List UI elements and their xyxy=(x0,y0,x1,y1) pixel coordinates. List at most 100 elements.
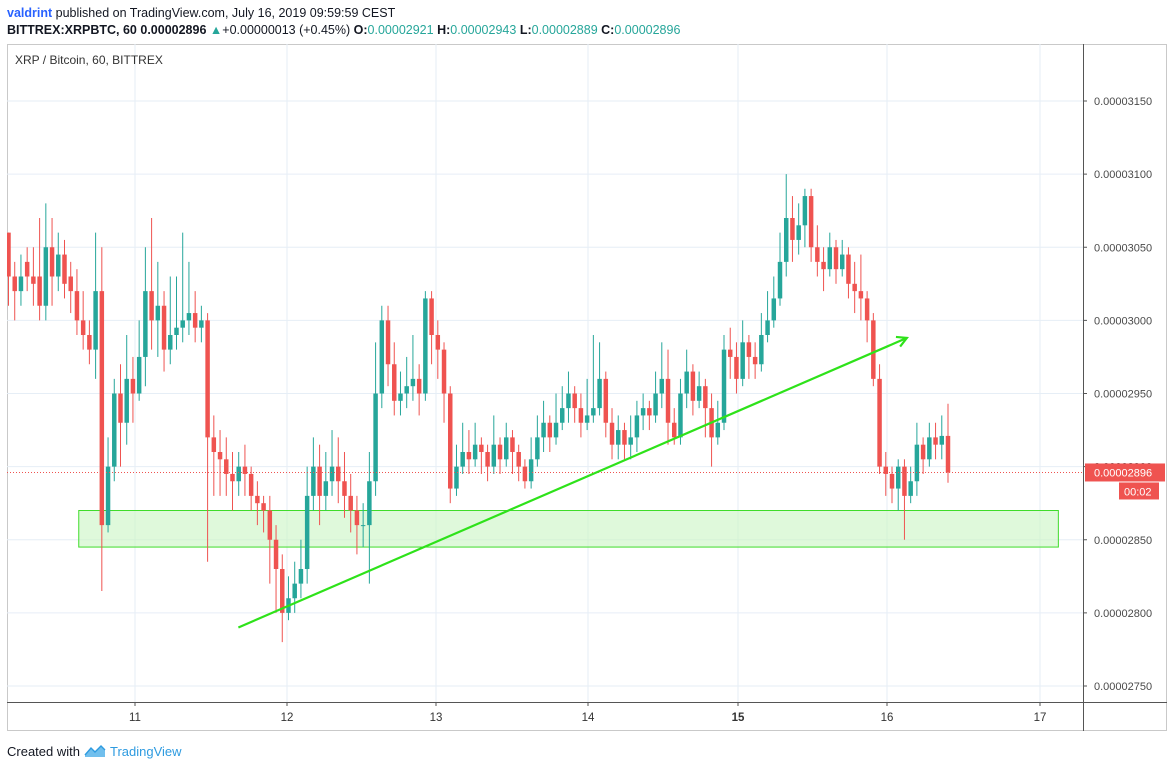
candle-down xyxy=(385,305,391,387)
candle-up xyxy=(180,232,185,343)
candle-down xyxy=(933,422,938,460)
candle-body xyxy=(149,291,154,321)
candle-down xyxy=(622,422,627,460)
candle-body xyxy=(871,320,876,379)
open-label: O: xyxy=(353,23,368,37)
candle-body xyxy=(379,320,385,394)
candle-body xyxy=(659,378,665,394)
candle-body xyxy=(304,495,310,569)
candle-up xyxy=(398,371,403,416)
candle-body xyxy=(230,473,235,482)
candle-body xyxy=(616,430,621,445)
candle-body xyxy=(597,378,602,409)
candle-up xyxy=(56,232,61,292)
candle-down xyxy=(416,364,422,416)
candle-body xyxy=(273,539,279,569)
candle-body xyxy=(460,452,465,467)
candle-body xyxy=(628,437,633,445)
candle-body xyxy=(360,525,366,527)
candle-body xyxy=(68,276,73,292)
y-tick-label: 0.00003100 xyxy=(1094,169,1152,181)
candle-up xyxy=(535,415,540,467)
high-value: 0.00002943 xyxy=(450,23,517,37)
candle-body xyxy=(367,481,372,526)
candle-down xyxy=(665,349,671,445)
candle-up xyxy=(112,378,117,482)
candle-body xyxy=(261,503,266,511)
last-price-tag xyxy=(1085,463,1165,482)
candle-up xyxy=(155,261,161,357)
chart-frame[interactable]: 0.00003150 0.00003100 0.00003050 0.00003000… xyxy=(7,44,1167,731)
candle-body xyxy=(572,393,577,409)
candle-down xyxy=(877,364,882,474)
candle-down xyxy=(858,254,864,321)
candle-up xyxy=(136,320,142,401)
candle-body xyxy=(734,356,739,379)
candle-body xyxy=(765,320,770,335)
candle-up xyxy=(360,503,366,548)
candle-body xyxy=(93,291,98,350)
candle-body xyxy=(105,466,111,526)
candle-up xyxy=(715,400,721,445)
candle-up xyxy=(771,276,777,328)
candle-down xyxy=(12,261,17,321)
candle-body xyxy=(404,386,409,394)
candle-body xyxy=(466,452,472,460)
candles xyxy=(7,174,951,643)
candle-body xyxy=(752,356,758,365)
candle-body xyxy=(759,335,764,365)
candle-body xyxy=(497,444,503,460)
footer: Created with TradingView xyxy=(7,741,182,761)
candle-down xyxy=(435,320,441,379)
candle-body xyxy=(553,422,559,438)
candle-up xyxy=(143,247,148,387)
candle-body xyxy=(560,408,565,423)
candle-up xyxy=(454,444,459,496)
candle-body xyxy=(112,393,117,467)
candle-body xyxy=(846,254,851,284)
candle-up xyxy=(460,422,465,474)
candle-down xyxy=(578,393,584,438)
tradingview-logo-icon[interactable] xyxy=(84,744,106,758)
candle-up xyxy=(236,452,241,496)
ohlc-legend: BITTREX:XRPBTC, 60 0.00002896 ▲+0.000000… xyxy=(7,23,680,37)
candle-down xyxy=(317,444,322,526)
publish-info: valdrint published on TradingView.com, J… xyxy=(7,6,395,20)
tradingview-brand[interactable]: TradingView xyxy=(109,743,182,759)
candle-down xyxy=(342,452,347,518)
candle-down xyxy=(547,415,553,452)
candle-body xyxy=(895,466,901,489)
candle-body xyxy=(74,291,80,321)
candle-body xyxy=(491,444,497,467)
candle-body xyxy=(858,291,864,299)
candle-down xyxy=(130,356,136,423)
candle-body xyxy=(727,349,733,357)
candle-up xyxy=(895,459,901,511)
candle-down xyxy=(790,196,795,262)
candle-up xyxy=(678,378,683,445)
candle-down xyxy=(24,247,30,292)
candle-body xyxy=(927,437,932,460)
author-name[interactable]: valdrint xyxy=(7,6,53,20)
candle-body xyxy=(883,466,889,474)
candle-down xyxy=(62,239,67,299)
candle-up xyxy=(802,188,808,248)
candle-down xyxy=(479,437,484,474)
candlestick-chart[interactable]: 0.00003150 0.00003100 0.00003050 0.00003000… xyxy=(7,44,1167,731)
x-tick-label: 12 xyxy=(281,712,294,724)
published-text: published on TradingView.com, July 16, 2… xyxy=(55,6,396,20)
candle-body xyxy=(280,569,285,613)
drawings xyxy=(7,335,1083,629)
candle-body xyxy=(311,466,316,496)
candle-up xyxy=(634,400,640,452)
y-tick-label: 0.00002800 xyxy=(1094,608,1152,620)
candle-body xyxy=(168,335,173,350)
candle-body xyxy=(920,444,926,460)
countdown-tag xyxy=(1119,482,1159,500)
close-value: 0.00002896 xyxy=(614,23,681,37)
candle-up xyxy=(410,335,416,401)
candle-body xyxy=(852,283,857,292)
candle-body xyxy=(902,466,907,496)
candle-body xyxy=(671,422,677,438)
candle-body xyxy=(255,495,260,504)
